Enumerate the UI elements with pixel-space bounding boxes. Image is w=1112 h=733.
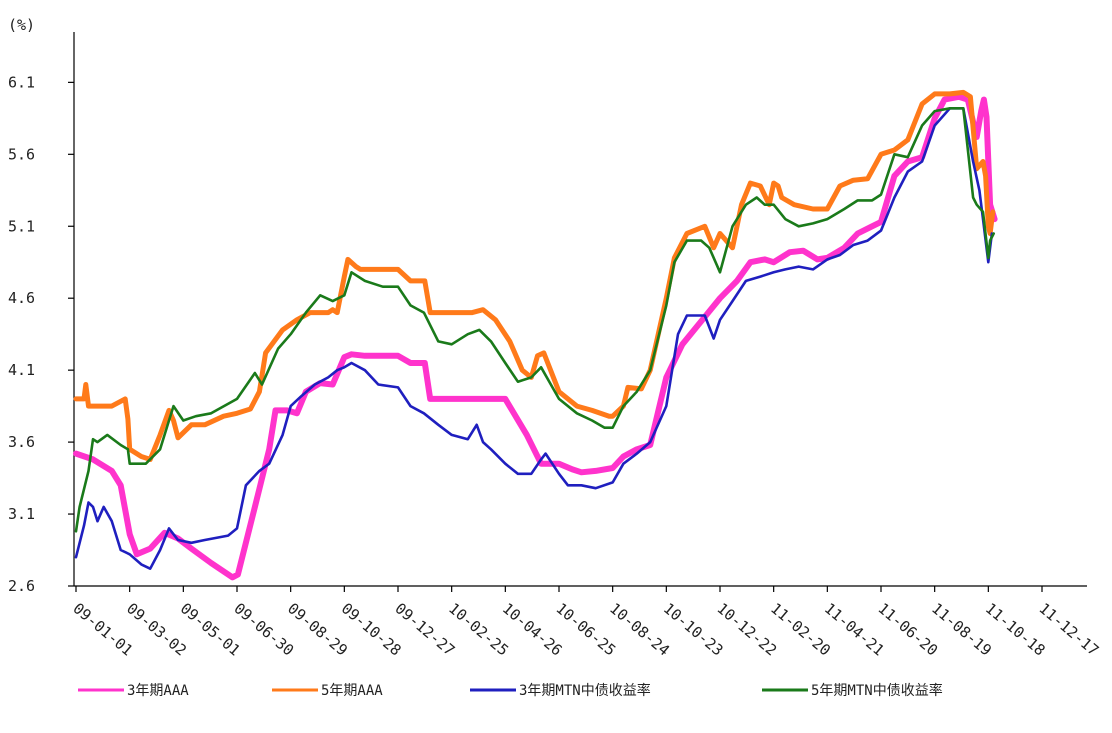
series-line-4 — [74, 107, 996, 533]
legend: 3年期AAA 5年期AAA 3年期MTN中债收益率 5年期MTN中债收益率 — [78, 682, 943, 699]
series-line-2 — [73, 89, 996, 462]
legend-label: 5年期AAA — [321, 683, 383, 699]
y-tick-label: 4.6 — [8, 289, 35, 307]
x-axis-ticks: 09-01-0109-03-0209-05-0109-06-3009-08-29… — [69, 586, 1102, 660]
legend-label: 3年期MTN中债收益率 — [519, 682, 651, 699]
series-line-1 — [73, 93, 998, 581]
series-line-3 — [74, 107, 994, 571]
y-axis-ticks: 2.6 3.1 3.6 4.1 4.6 5.1 5.6 6.1 — [8, 73, 74, 595]
y-tick-label: 4.1 — [8, 361, 35, 379]
series-lines — [73, 89, 998, 581]
y-tick-label: 5.1 — [8, 217, 35, 235]
y-tick-label: 3.1 — [8, 505, 35, 523]
x-tick-label: 11-12-17 — [1035, 599, 1102, 659]
legend-label: 5年期MTN中债收益率 — [811, 682, 943, 699]
y-tick-label: 5.6 — [8, 145, 35, 163]
y-axis-unit-label: (%) — [8, 16, 35, 34]
y-tick-label: 2.6 — [8, 577, 35, 595]
y-tick-label: 6.1 — [8, 73, 35, 91]
legend-label: 3年期AAA — [127, 683, 189, 699]
y-tick-label: 3.6 — [8, 433, 35, 451]
